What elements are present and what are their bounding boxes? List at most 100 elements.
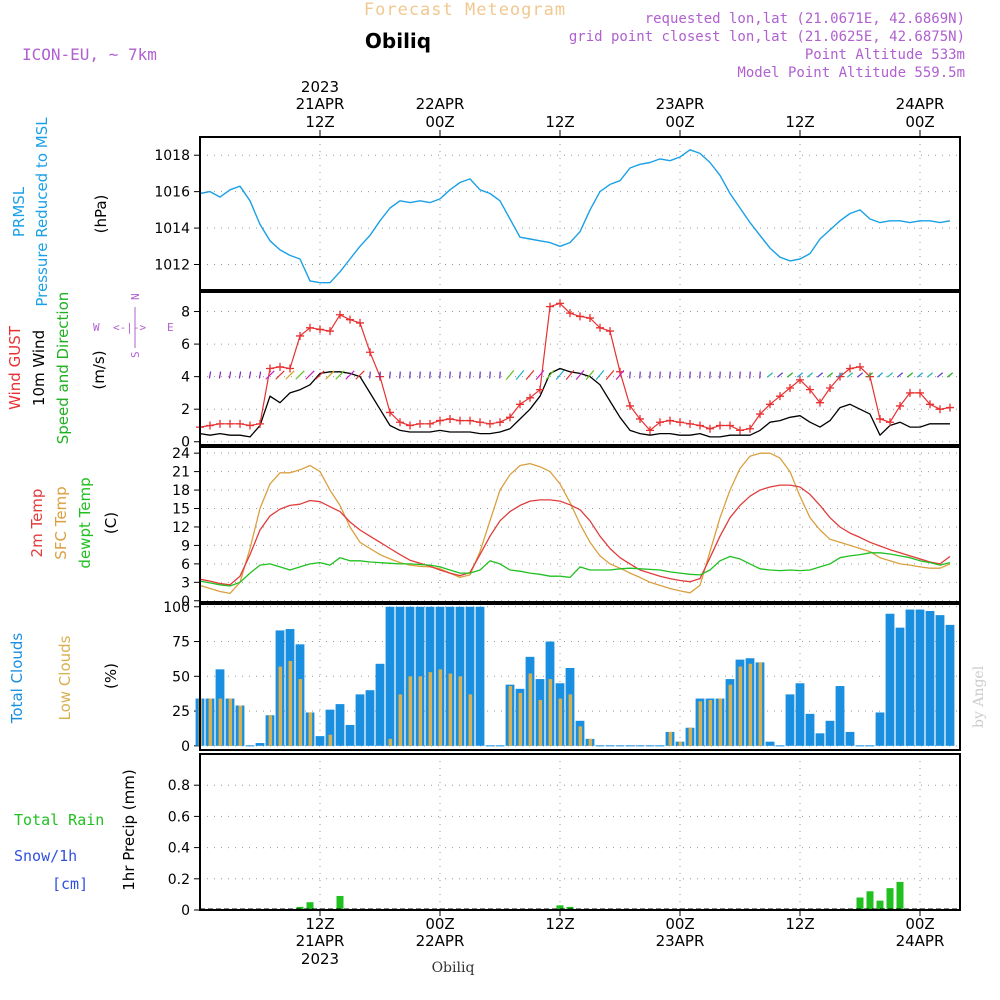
wind-dir-arrow xyxy=(265,370,275,380)
rain-label: Total Rain xyxy=(14,811,104,829)
gust-marker xyxy=(766,400,774,409)
gust-marker xyxy=(686,419,694,428)
panel-0: 1012 1014 1016 1018 xyxy=(154,136,961,291)
wind-dir-arrow xyxy=(886,372,894,378)
bottom-time-label: 12Z xyxy=(785,915,814,933)
wind-dir-arrow xyxy=(846,372,854,378)
y-tick-label: 0.8 xyxy=(168,778,190,794)
wind-dir-arrow xyxy=(499,371,501,379)
low-cloud-bar xyxy=(428,672,433,746)
low-cloud-bar xyxy=(468,694,473,746)
total-cloud-bar xyxy=(395,606,405,746)
y-tick-label: 100 xyxy=(163,600,190,616)
low-cloud-bar xyxy=(508,686,513,746)
low-cloud-bar xyxy=(668,731,673,746)
gust-marker xyxy=(226,419,234,428)
total-cloud-bar xyxy=(935,615,945,746)
snow-label: Snow/1h xyxy=(14,847,77,865)
top-time-label: 22APR xyxy=(416,95,465,113)
gust-marker xyxy=(856,362,864,371)
gust-marker xyxy=(256,419,264,428)
compass-w: W xyxy=(93,321,100,334)
low-cloud-bar xyxy=(548,679,553,746)
low-cloud-bar xyxy=(678,741,683,746)
panel-border xyxy=(199,753,961,911)
gust-marker xyxy=(746,424,754,433)
wind-dir-arrow xyxy=(759,371,761,379)
wind-dir-arrow xyxy=(208,371,212,379)
gust-marker xyxy=(796,375,804,384)
gust-marker xyxy=(826,384,834,393)
y-tick-label: 0.2 xyxy=(168,872,190,888)
location-title: Obiliq xyxy=(365,29,431,53)
wind-dir-arrow xyxy=(325,370,335,380)
low-cloud-bar xyxy=(538,699,543,746)
low-cloud-bar xyxy=(288,661,293,746)
panel-label: (%) xyxy=(102,663,120,689)
wind-dir-arrow xyxy=(896,372,904,378)
wind-dir-arrow xyxy=(575,370,585,380)
y-tick-label: 1016 xyxy=(154,185,190,201)
low-cloud-bar xyxy=(518,692,523,746)
wind-dir-arrow xyxy=(936,372,944,378)
gust-marker xyxy=(876,414,884,423)
total-cloud-bar xyxy=(335,704,345,746)
compass-dash-h: <-|-> xyxy=(113,321,146,334)
low-cloud-bar xyxy=(758,662,763,746)
wind-dir-arrow xyxy=(806,372,814,378)
wind-dir-arrow xyxy=(876,372,884,378)
gust-marker xyxy=(546,302,554,311)
wind-dir-arrow xyxy=(856,372,864,378)
y-tick-label: 1012 xyxy=(154,258,190,274)
total-cloud-bar xyxy=(875,712,885,746)
gust-marker xyxy=(366,348,374,357)
wind-dir-arrow xyxy=(419,371,421,379)
gust-marker xyxy=(936,405,944,414)
gust-marker xyxy=(216,419,224,428)
compass-s: S xyxy=(129,351,142,358)
wind-dir-arrow xyxy=(639,371,641,379)
y-tick-label: 12 xyxy=(172,520,190,536)
panel-label: Total Clouds xyxy=(8,633,26,725)
rain-bar xyxy=(556,905,564,910)
total-cloud-bar xyxy=(905,609,915,746)
gust-marker xyxy=(526,393,534,402)
low-cloud-bar xyxy=(728,684,733,746)
panel-label: PRMSL xyxy=(10,186,28,237)
top-time-label: 23APR xyxy=(656,95,705,113)
panel-label: Pressure Reduced to MSL xyxy=(33,117,51,307)
requested-coords: requested lon,lat (21.0671E, 42.6869N) xyxy=(645,11,965,27)
gust-marker xyxy=(846,364,854,373)
wind-dir-arrow xyxy=(429,371,431,379)
panel-label: SFC Temp xyxy=(52,486,70,559)
y-tick-label: 4 xyxy=(181,370,190,386)
wind-dir-arrow xyxy=(699,371,701,379)
gust-marker xyxy=(806,385,814,394)
panel-bg xyxy=(200,137,960,290)
y-tick-label: 18 xyxy=(172,483,190,499)
gust-marker xyxy=(446,414,454,423)
low-cloud-bar xyxy=(528,673,533,746)
wind-dir-arrow xyxy=(295,370,305,380)
total-cloud-bar xyxy=(895,627,905,746)
rain-bar xyxy=(876,900,884,910)
wind-dir-arrow xyxy=(335,370,345,380)
wind-dir-arrow xyxy=(489,371,491,379)
gust-marker xyxy=(316,325,324,334)
y-tick-label: 15 xyxy=(172,502,190,518)
gust-marker xyxy=(946,403,954,412)
gust-marker xyxy=(636,414,644,423)
total-cloud-bar xyxy=(765,741,775,746)
gust-marker xyxy=(756,410,764,419)
total-cloud-bar xyxy=(255,743,265,746)
wind-dir-arrow xyxy=(916,372,924,378)
gust-marker xyxy=(466,416,474,425)
panel-label: (C) xyxy=(102,512,120,534)
low-cloud-bar xyxy=(418,676,423,746)
gust-marker xyxy=(726,421,734,430)
gust-marker xyxy=(396,418,404,427)
panel-4: 0 0.2 0.4 0.6 0.8 xyxy=(168,753,961,919)
panel-1: 0 2 4 6 8 xyxy=(181,291,961,451)
